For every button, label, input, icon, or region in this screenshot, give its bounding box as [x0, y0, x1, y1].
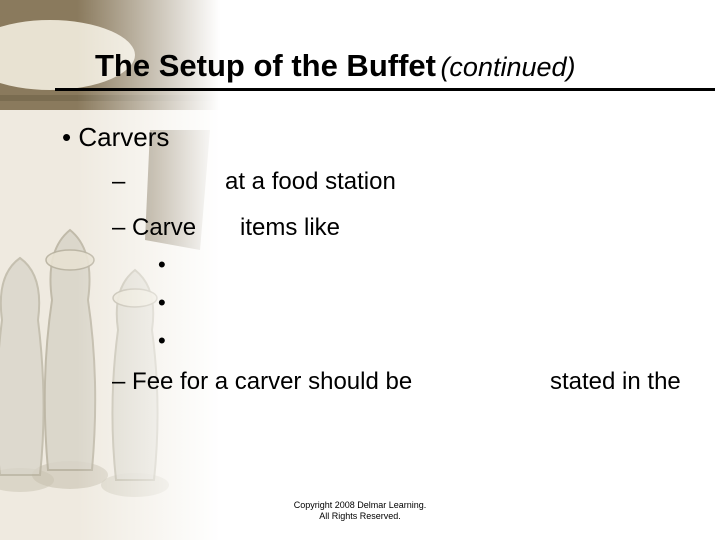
copyright-footer: Copyright 2008 Delmar Learning. All Righ…: [0, 500, 720, 523]
bullet-marker: •: [62, 122, 71, 152]
bullet-sub2-marker: –: [112, 214, 125, 241]
footer-line1: Copyright 2008 Delmar Learning.: [0, 500, 720, 511]
title-underline: [55, 88, 715, 91]
slide-title: The Setup of the Buffet (continued): [95, 48, 710, 84]
bullet-sub2-text-b: items like: [240, 214, 340, 242]
bullet-sub2-text-a: Carve: [132, 214, 196, 241]
slide-content: The Setup of the Buffet (continued) • Ca…: [0, 0, 720, 540]
bullet-level1-text: Carvers: [78, 122, 169, 152]
bullet-level3-dot-2: •: [158, 290, 166, 316]
bullet-level1: • Carvers: [62, 122, 169, 153]
bullet-sub2: – Carve: [112, 214, 196, 242]
bullet-sub1-marker: –: [112, 168, 125, 196]
bullet-level3-dot-3: •: [158, 328, 166, 354]
bullet-level3-dot-1: •: [158, 252, 166, 278]
title-main-text: The Setup of the Buffet: [95, 48, 436, 83]
bullet-sub3-text-b: stated in the: [550, 368, 681, 396]
bullet-sub3-marker: –: [112, 368, 125, 395]
bullet-sub1-text: at a food station: [225, 168, 396, 196]
footer-line2: All Rights Reserved.: [0, 511, 720, 522]
bullet-sub3-text-a: Fee for a carver should be: [132, 368, 412, 395]
title-continued-text: (continued): [440, 52, 575, 82]
bullet-sub3: – Fee for a carver should be: [112, 368, 412, 396]
